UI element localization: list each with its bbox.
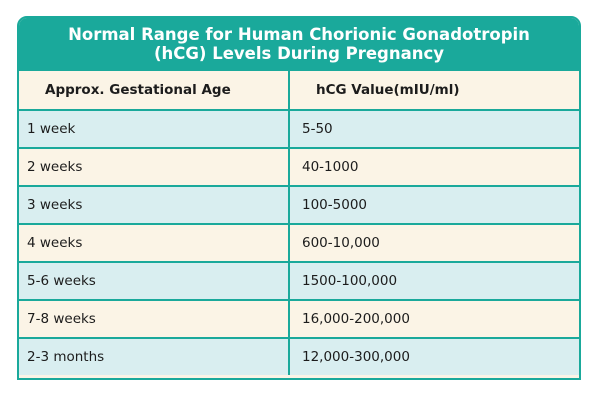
value-cell: 1500-100,000	[302, 273, 398, 289]
table-row: 7-8 weeks 16,000-200,000	[19, 299, 579, 337]
age-cell: 7-8 weeks	[19, 301, 290, 337]
table-row: 5-6 weeks 1500-100,000	[19, 261, 579, 299]
header-cell: Approx. Gestational Age	[19, 71, 290, 109]
table-body: 1 week 5-50 2 weeks 40-1000 3 weeks 100-5000 4…	[19, 109, 579, 375]
table-row: 2 weeks 40-1000	[19, 147, 579, 185]
age-cell: 2-3 months	[19, 339, 290, 375]
age-cell: 4 weeks	[19, 225, 290, 261]
value-cell: 12,000-300,000	[302, 349, 410, 365]
value-cell: 40-1000	[302, 159, 359, 175]
table-row: 3 weeks 100-5000	[19, 185, 579, 223]
table-row: 2-3 months 12,000-300,000	[19, 337, 579, 375]
age-cell: 3 weeks	[19, 187, 290, 223]
table-title: Normal Range for Human Chorionic Gonadot…	[19, 18, 579, 69]
value-cell: 16,000-200,000	[302, 311, 410, 327]
age-cell: 5-6 weeks	[19, 263, 290, 299]
age-cell: 2 weeks	[19, 149, 290, 185]
value-cell: 600-10,000	[302, 235, 380, 251]
value-cell: 5-50	[302, 121, 333, 137]
age-cell: 1 week	[19, 111, 290, 147]
title-line: Normal Range for Human Chorionic Gonadot…	[68, 24, 530, 44]
value-cell: 100-5000	[302, 197, 367, 213]
table-card: Normal Range for Human Chorionic Gonadot…	[17, 16, 581, 380]
table-row: 4 weeks 600-10,000	[19, 223, 579, 261]
header-row: Approx. Gestational Age hCG Value(mIU/ml…	[19, 69, 579, 109]
title-line: (hCG) Levels During Pregnancy	[153, 43, 445, 63]
header-cell: hCG Value(mIU/ml)	[316, 82, 460, 98]
table-row: 1 week 5-50	[19, 109, 579, 147]
